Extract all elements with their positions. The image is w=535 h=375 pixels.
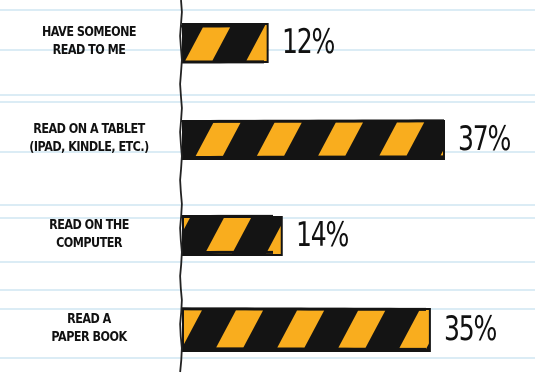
value-label: 14% [295,215,349,255]
category-label: HAVE SOMEONE READ TO ME [14,24,164,60]
category-label-line: READ ON THE [49,218,129,233]
category-label-line: (IPAD, KINDLE, ETC.) [29,140,149,155]
value-label: 12% [281,22,335,62]
bar [183,217,282,255]
bar-group [181,23,269,64]
bar-outline [182,216,283,256]
category-label-line: HAVE SOMEONE [41,25,137,40]
category-label: READ A PAPER BOOK [14,311,164,347]
bar [183,121,444,159]
category-label-line: READ A [67,312,111,327]
bar-top-edge [181,24,265,28]
bar [183,24,268,62]
category-label: READ ON THE COMPUTER [14,217,164,253]
category-label-line: READ ON A TABLET [33,122,145,137]
bar [183,309,430,351]
category-label: READ ON A TABLET (IPAD, KINDLE, ETC.) [14,121,164,157]
bar-group [181,307,431,352]
category-label-line: PAPER BOOK [51,330,127,345]
bar-bottom-edge [181,347,427,351]
bar-outline [182,120,445,160]
category-label-line: READ TO ME [52,43,126,58]
bar-bottom-edge [181,155,445,160]
bar-outline [182,23,269,63]
bar-bottom-edge [181,250,274,254]
bar-group [181,119,445,160]
category-label-line: COMPUTER [56,236,122,251]
y-axis-line [179,0,183,373]
value-label: 35% [443,309,497,349]
bar-outline [182,308,431,352]
value-label: 37% [458,119,511,159]
bar-group [181,214,283,256]
